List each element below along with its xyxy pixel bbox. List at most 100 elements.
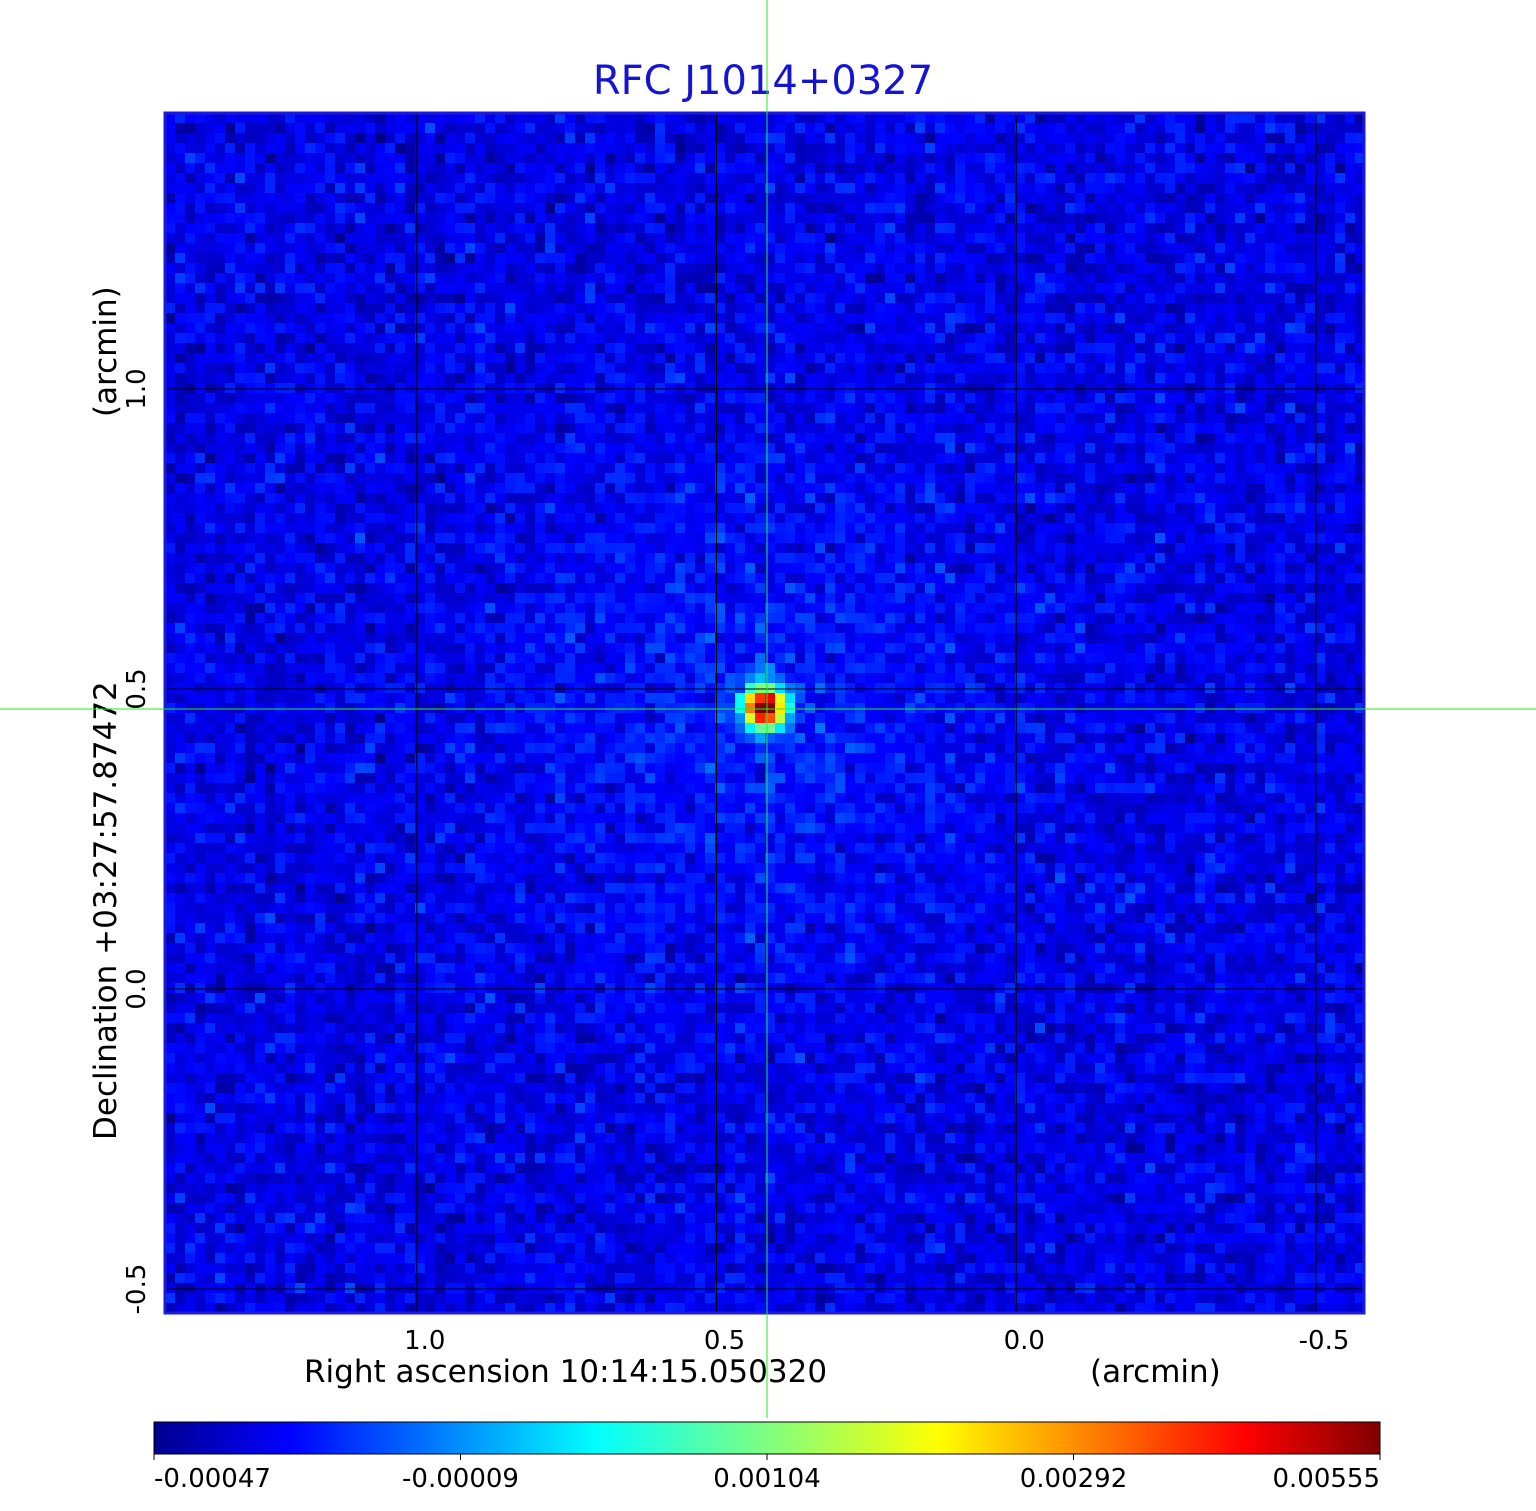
heatmap-cell xyxy=(1085,463,1095,473)
heatmap-cell xyxy=(385,143,395,153)
heatmap-cell xyxy=(545,493,555,503)
heatmap-cell xyxy=(175,463,185,473)
heatmap-cell xyxy=(1125,133,1135,143)
heatmap-cell xyxy=(515,353,525,363)
heatmap-cell xyxy=(1315,493,1325,503)
heatmap-cell xyxy=(1245,513,1255,523)
heatmap-cell xyxy=(595,193,605,203)
heatmap-cell xyxy=(765,213,775,223)
heatmap-cell xyxy=(465,413,475,423)
heatmap-cell xyxy=(325,363,335,373)
heatmap-cell xyxy=(1335,513,1345,523)
heatmap-cell xyxy=(1105,163,1115,173)
heatmap-cell xyxy=(1075,383,1085,393)
heatmap-cell xyxy=(1335,373,1345,383)
heatmap-cell xyxy=(855,493,865,503)
heatmap-cell xyxy=(435,233,445,243)
heatmap-cell xyxy=(385,503,395,513)
heatmap-cell xyxy=(325,333,335,343)
heatmap-cell xyxy=(745,133,755,143)
heatmap-cell xyxy=(695,513,705,523)
heatmap-cell xyxy=(225,513,235,523)
heatmap-cell xyxy=(335,233,345,243)
heatmap-cell xyxy=(1245,343,1255,353)
heatmap-cell xyxy=(165,203,175,213)
heatmap-cell xyxy=(735,273,745,283)
heatmap-cell xyxy=(1245,213,1255,223)
heatmap-cell xyxy=(885,303,895,313)
heatmap-cell xyxy=(1105,373,1115,383)
heatmap-cell xyxy=(415,453,425,463)
heatmap-cell xyxy=(285,303,295,313)
heatmap-cell xyxy=(995,203,1005,213)
heatmap-cell xyxy=(495,333,505,343)
heatmap-cell xyxy=(695,333,705,343)
heatmap-cell xyxy=(1075,193,1085,203)
heatmap-cell xyxy=(595,303,605,313)
heatmap-cell xyxy=(905,303,915,313)
heatmap-cell xyxy=(805,303,815,313)
heatmap-cell xyxy=(455,473,465,483)
heatmap-cell xyxy=(905,133,915,143)
heatmap-cell xyxy=(605,193,615,203)
heatmap-cell xyxy=(525,493,535,503)
heatmap-cell xyxy=(205,363,215,373)
heatmap-cell xyxy=(825,233,835,243)
heatmap-cell xyxy=(395,303,405,313)
heatmap-cell xyxy=(1265,303,1275,313)
heatmap-cell xyxy=(345,393,355,403)
heatmap-cell xyxy=(255,493,265,503)
heatmap-cell xyxy=(635,343,645,353)
heatmap-cell xyxy=(1275,203,1285,213)
heatmap-cell xyxy=(1245,173,1255,183)
heatmap-cell xyxy=(555,333,565,343)
heatmap-cell xyxy=(355,493,365,503)
heatmap-cell xyxy=(265,403,275,413)
heatmap-cell xyxy=(1085,163,1095,173)
heatmap-cell xyxy=(945,313,955,323)
heatmap-cell xyxy=(335,353,345,363)
heatmap-cell xyxy=(865,243,875,253)
heatmap-cell xyxy=(445,373,455,383)
heatmap-cell xyxy=(335,363,345,373)
heatmap-cell xyxy=(585,503,595,513)
heatmap-cell xyxy=(875,153,885,163)
heatmap-cell xyxy=(215,283,225,293)
heatmap-cell xyxy=(375,483,385,493)
heatmap-cell xyxy=(1195,243,1205,253)
heatmap-cell xyxy=(655,393,665,403)
heatmap-cell xyxy=(1195,513,1205,523)
heatmap-cell xyxy=(205,113,215,123)
heatmap-cell xyxy=(595,413,605,423)
heatmap-cell xyxy=(365,293,375,303)
heatmap-cell xyxy=(945,493,955,503)
heatmap-cell xyxy=(245,323,255,333)
heatmap-cell xyxy=(1275,493,1285,503)
heatmap-cell xyxy=(445,193,455,203)
heatmap-cell xyxy=(345,343,355,353)
heatmap-cell xyxy=(1025,373,1035,383)
heatmap-cell xyxy=(645,133,655,143)
heatmap-cell xyxy=(555,203,565,213)
heatmap-cell xyxy=(315,303,325,313)
heatmap-cell xyxy=(915,173,925,183)
heatmap-cell xyxy=(1195,423,1205,433)
heatmap-cell xyxy=(575,123,585,133)
heatmap-cell xyxy=(655,173,665,183)
heatmap-cell xyxy=(385,513,395,523)
heatmap-cell xyxy=(485,453,495,463)
heatmap-cell xyxy=(195,273,205,283)
heatmap-cell xyxy=(565,443,575,453)
heatmap-cell xyxy=(1095,433,1105,443)
heatmap-cell xyxy=(1085,333,1095,343)
heatmap-cell xyxy=(1185,113,1195,123)
heatmap-cell xyxy=(495,463,505,473)
heatmap-cell xyxy=(375,333,385,343)
heatmap-cell xyxy=(1295,473,1305,483)
heatmap-cell xyxy=(1015,263,1025,273)
heatmap-cell xyxy=(715,523,725,533)
heatmap-cell xyxy=(565,313,575,323)
heatmap-cell xyxy=(775,113,785,123)
heatmap-cell xyxy=(615,373,625,383)
heatmap-cell xyxy=(795,153,805,163)
